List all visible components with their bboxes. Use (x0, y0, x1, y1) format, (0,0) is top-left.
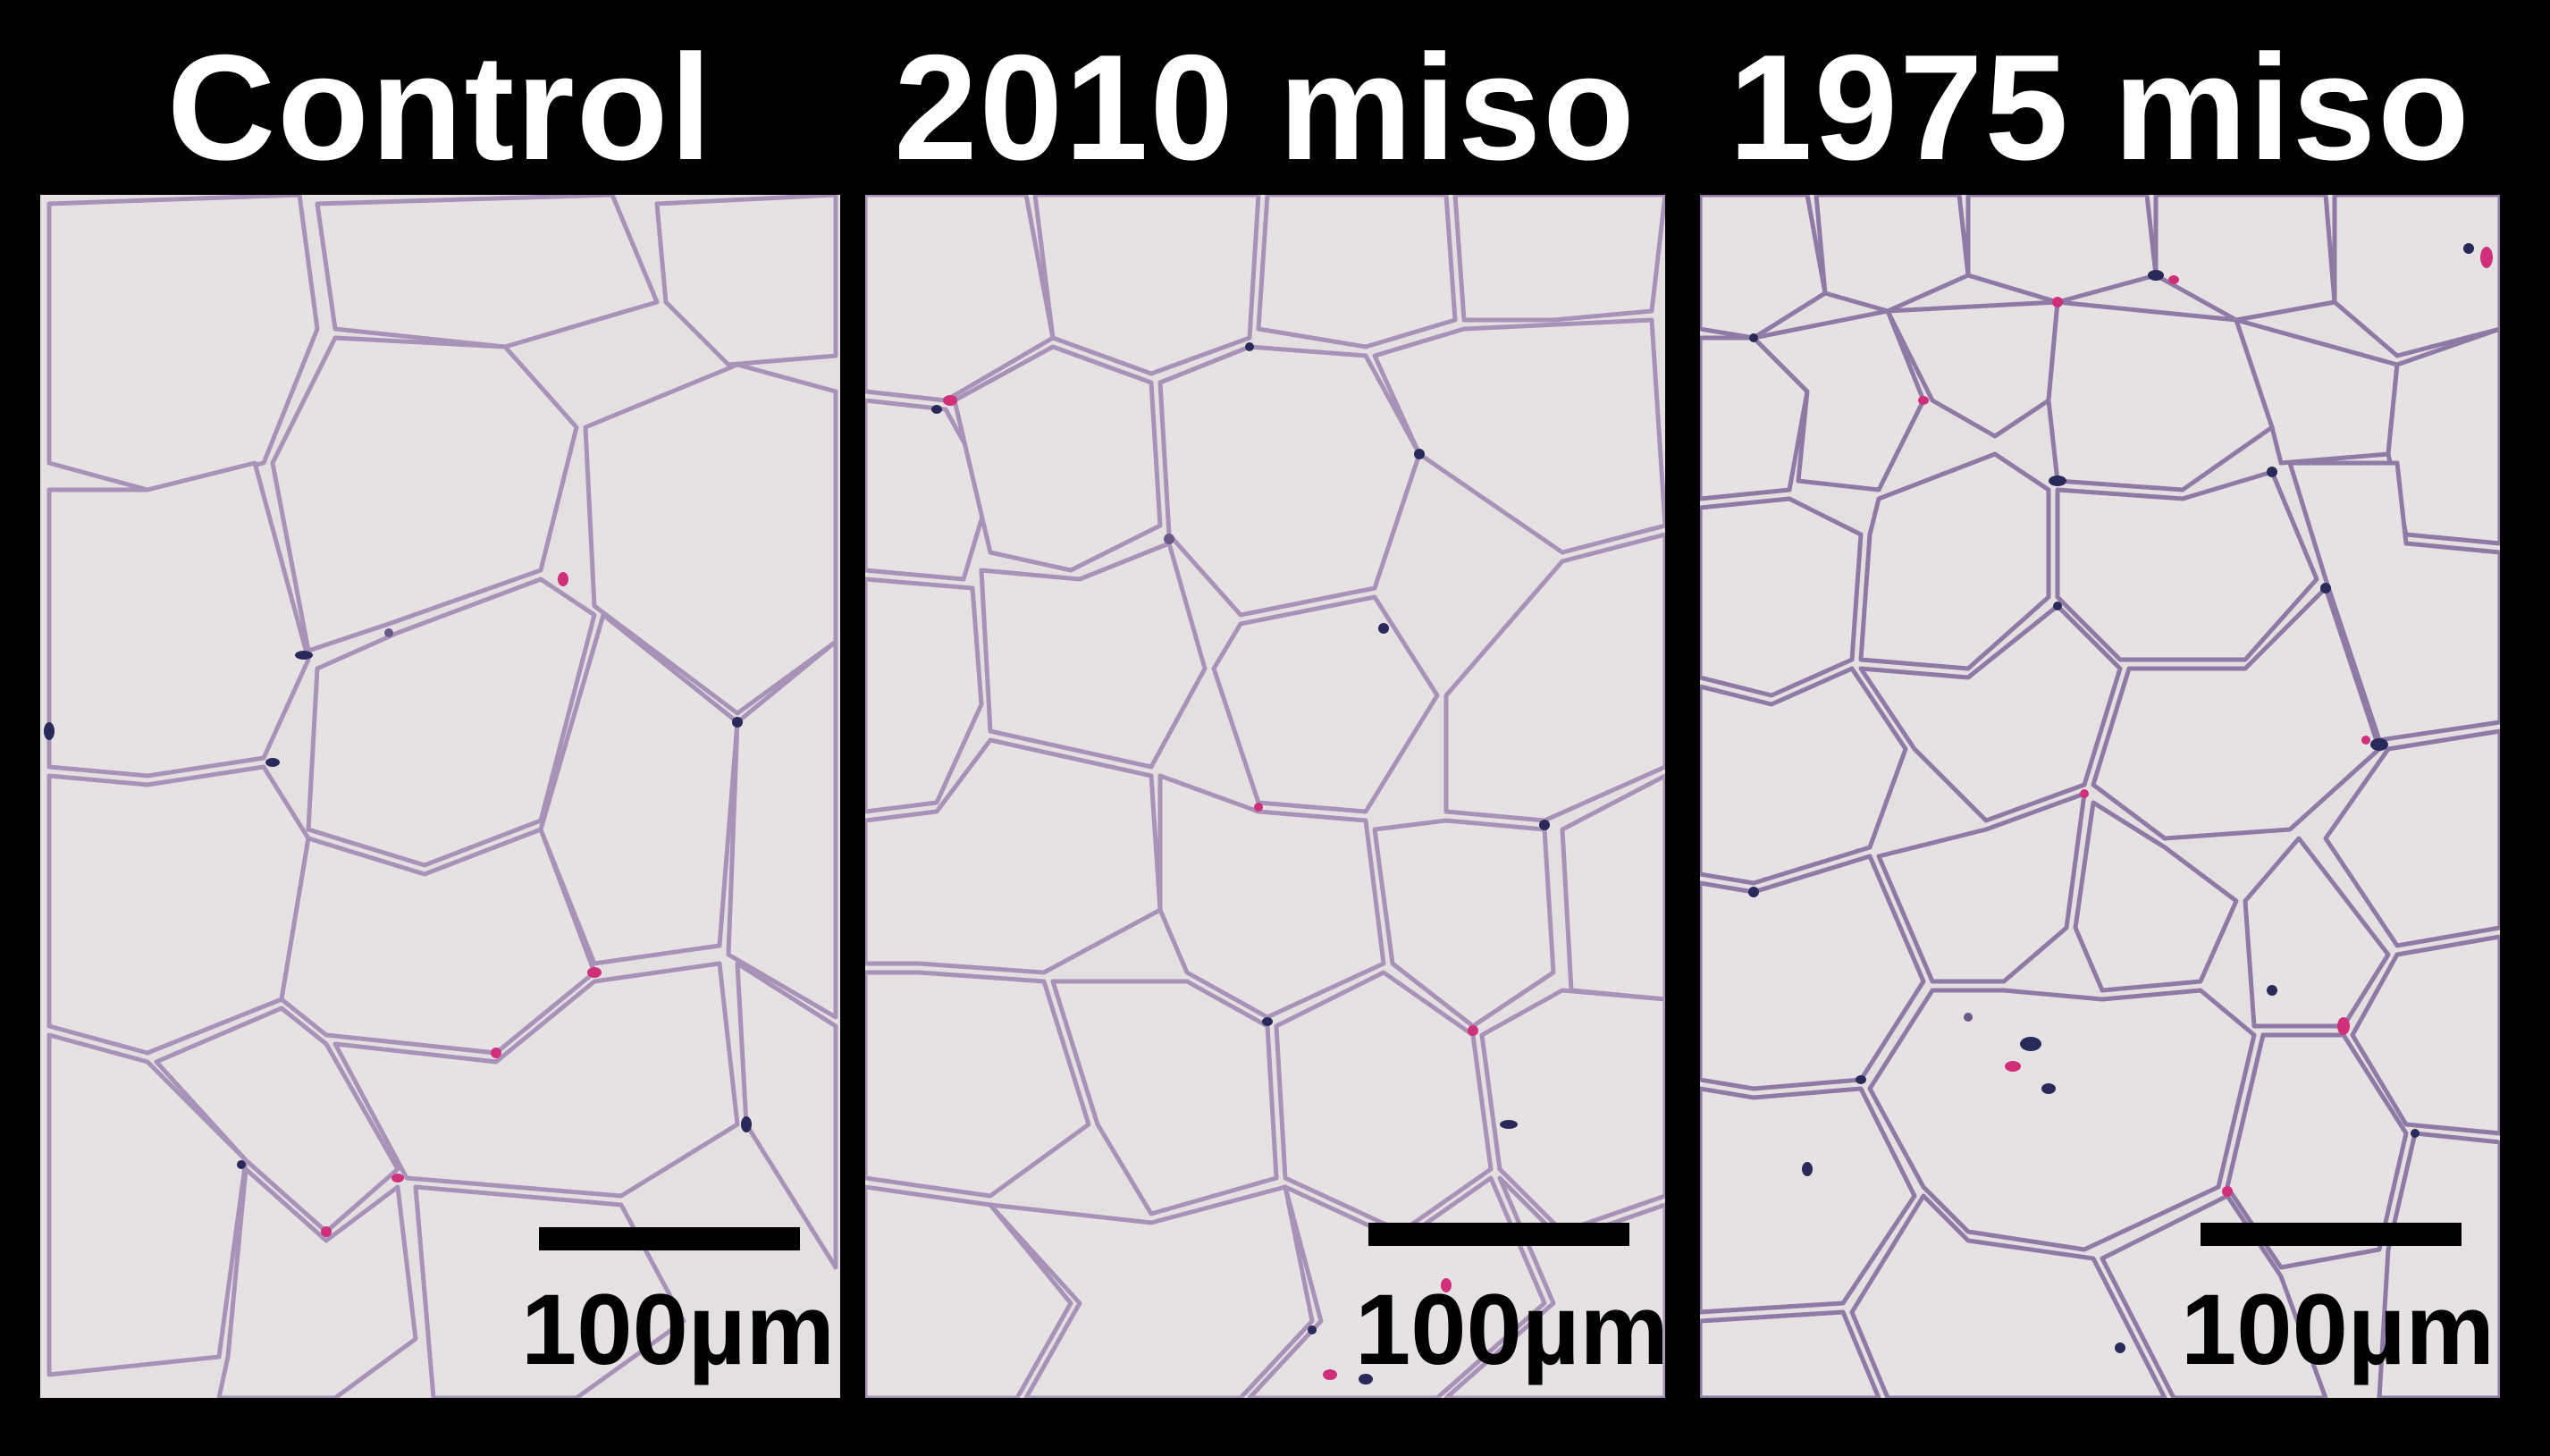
panel-title-2010-miso: 2010 miso (894, 23, 1637, 191)
scale-bar-2010-miso (1368, 1223, 1629, 1246)
adipose-tissue-image-control (44, 195, 838, 1398)
micrograph-1975-miso: 100µm (1700, 195, 2500, 1398)
panel-title-control: Control (166, 23, 714, 191)
scale-label-control: 100µm (521, 1274, 835, 1385)
micrograph-control: 100µm (40, 195, 840, 1398)
scale-bar-control (539, 1227, 800, 1250)
adipose-tissue-image-2010-miso (865, 195, 1665, 1398)
micrograph-2010-miso: 100µm (865, 195, 1665, 1398)
panel-title-1975-miso: 1975 miso (1729, 23, 2471, 191)
scale-label-1975-miso: 100µm (2181, 1274, 2495, 1385)
scale-bar-1975-miso (2201, 1223, 2462, 1246)
scale-label-2010-miso: 100µm (1355, 1274, 1665, 1385)
adipose-tissue-image-1975-miso (1700, 195, 2500, 1398)
